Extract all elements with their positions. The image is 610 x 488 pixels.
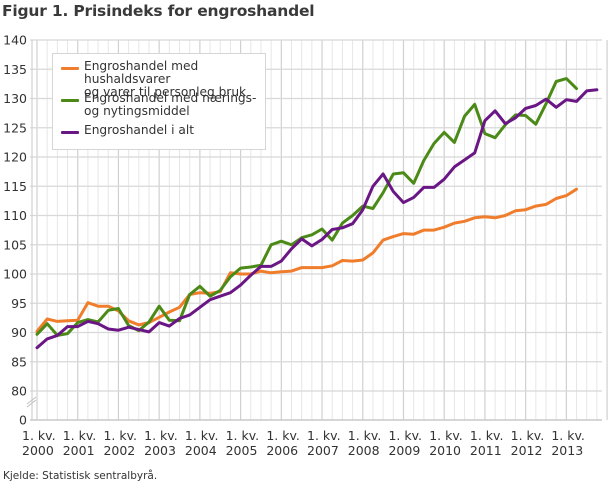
x-tick-label: 1. kv. [22, 428, 56, 443]
y-tick-label: 0 [19, 413, 27, 428]
x-tick-label: 1. kv. [429, 428, 463, 443]
x-tick-label: 2006 [266, 443, 298, 458]
legend-swatch-food [61, 99, 79, 102]
legend-item-food: Engroshandel med nærings- og nytingsmidd… [61, 92, 259, 118]
y-tick-label: 100 [3, 267, 27, 282]
x-tick-label: 2011 [470, 443, 502, 458]
x-tick-label: 2007 [307, 443, 339, 458]
y-tick-label: 85 [11, 354, 27, 369]
legend-swatch-total [61, 131, 79, 134]
x-tick-label: 2001 [63, 443, 95, 458]
x-tick-label: 2002 [103, 443, 135, 458]
series-line-total [35, 88, 599, 350]
y-tick-label: 120 [3, 150, 27, 165]
x-tick-label: 1. kv. [307, 428, 341, 443]
x-tick-label: 2008 [348, 443, 380, 458]
x-tick-label: 2010 [429, 443, 461, 458]
x-tick-label: 1. kv. [144, 428, 178, 443]
legend-label-line: Engroshandel med hushaldsvarer [84, 59, 199, 86]
legend-swatch-household [61, 67, 79, 70]
x-tick-label: 1. kv. [226, 428, 260, 443]
chart-title: Figur 1. Prisindeks for engroshandel [2, 2, 315, 20]
x-tick-label: 2005 [226, 443, 258, 458]
x-tick-label: 2009 [388, 443, 420, 458]
x-tick-label: 1. kv. [388, 428, 422, 443]
y-tick-label: 105 [3, 237, 27, 252]
x-tick-label: 1. kv. [185, 428, 219, 443]
x-tick-label: 1. kv. [511, 428, 545, 443]
y-tick-label: 110 [3, 208, 27, 223]
x-tick-label: 2000 [22, 443, 54, 458]
y-tick-label: 125 [3, 120, 27, 135]
legend-item-household: Engroshandel med hushaldsvarer og varer … [61, 60, 259, 99]
series-lines [35, 77, 599, 350]
x-tick-label: 2004 [185, 443, 217, 458]
x-tick-label: 1. kv. [63, 428, 97, 443]
legend-item-total: Engroshandel i alt [61, 124, 259, 137]
y-tick-label: 140 [3, 33, 27, 48]
y-tick-label: 90 [11, 325, 27, 340]
x-tick-label: 2003 [144, 443, 176, 458]
x-tick-label: 2012 [511, 443, 543, 458]
source-note: Kjelde: Statistisk sentralbyrå. [3, 470, 158, 482]
x-tick-label: 1. kv. [470, 428, 504, 443]
y-tick-label: 135 [3, 62, 27, 77]
series-line-food [35, 77, 578, 337]
legend: Engroshandel med hushaldsvarer og varer … [52, 53, 266, 150]
x-tick-label: 1. kv. [348, 428, 382, 443]
x-tick-label: 1. kv. [266, 428, 300, 443]
y-tick-label: 80 [11, 384, 27, 399]
y-tick-label: 130 [3, 91, 27, 106]
legend-label-line: Engroshandel i alt [84, 123, 195, 137]
y-tick-label: 95 [11, 296, 27, 311]
legend-label-line: og nytingsmiddel [84, 104, 190, 118]
axis-break-mark [26, 399, 37, 408]
axis-break-mark [26, 396, 37, 405]
legend-label-line: Engroshandel med nærings- [84, 91, 257, 105]
y-tick-label: 115 [3, 179, 27, 194]
series-line-household [35, 187, 578, 333]
x-tick-label: 1. kv. [103, 428, 137, 443]
legend-label-line: og varer til personleg bruk [84, 85, 247, 99]
axes: 0 80 85 90 95 100 105 110 115 120 125 130 135 140 1. k… [3, 33, 585, 459]
x-tick-label: 1. kv. [551, 428, 585, 443]
x-tick-label: 2013 [551, 443, 583, 458]
